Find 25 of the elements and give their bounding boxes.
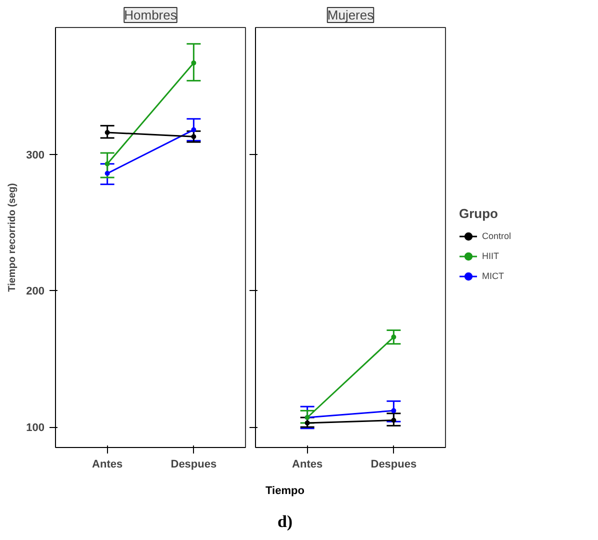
- point: [104, 161, 110, 166]
- point: [304, 420, 310, 426]
- y-axis-title: Tiempo recorrido (seg): [7, 183, 18, 292]
- x-tick-label: Antes: [292, 458, 323, 470]
- point: [391, 334, 396, 340]
- legend-label: Control: [482, 230, 512, 240]
- point: [104, 130, 110, 135]
- x-tick-label: Despues: [370, 458, 417, 470]
- point: [391, 418, 396, 423]
- chart-title: Hombres: [124, 8, 178, 22]
- y-tick-label: 200: [26, 286, 45, 298]
- point: [191, 134, 196, 140]
- y-tick-label: 300: [26, 149, 45, 162]
- legend-label: MICT: [482, 270, 504, 280]
- legend-title: Grupo: [459, 206, 499, 220]
- text: d): [277, 510, 293, 533]
- point: [104, 170, 110, 176]
- point: [191, 60, 196, 66]
- legend-label: HIIT: [482, 250, 500, 260]
- point: [391, 408, 396, 414]
- x-tick-label: Despues: [170, 458, 217, 470]
- x-axis-title: Tiempo: [266, 484, 304, 499]
- point: [191, 127, 196, 132]
- y-tick-label: 100: [26, 422, 45, 434]
- x-tick-label: Antes: [92, 458, 123, 470]
